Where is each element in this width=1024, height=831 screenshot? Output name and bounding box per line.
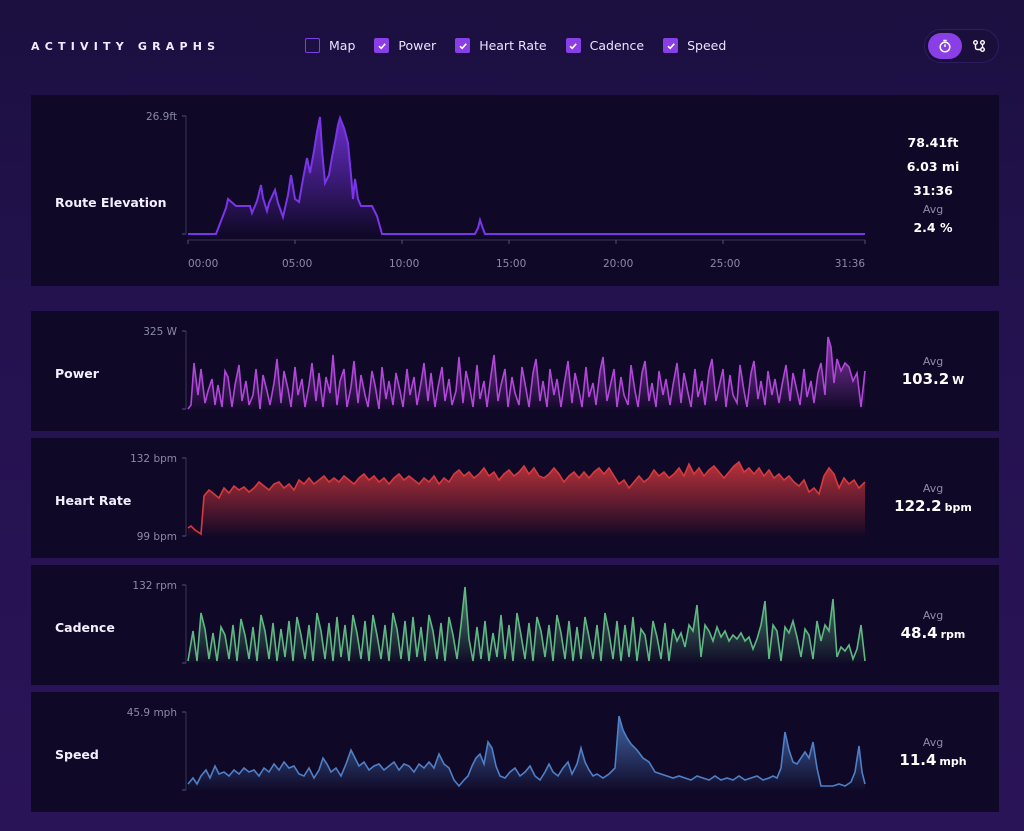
heart-rate-panel: Heart Rate 132 bpm 99 bpm Avg 122.2 bpm [31,438,999,558]
check-icon [378,42,386,49]
distance-value: 6.03 mi [906,159,960,174]
avg-label: Avg [922,482,944,495]
header: ACTIVITY GRAPHS Map Power Heart Rate Cad… [0,0,1024,92]
heart-rate-avg-value: 122.2 [894,497,942,515]
speed-avg: 11.4 mph [867,750,999,772]
x-ticks: 00:00 05:00 10:00 15:00 20:00 25:00 31:3… [187,240,866,270]
cadence-avg-value: 48.4 [900,624,938,642]
elevation-label: Route Elevation [55,195,167,210]
cadence-panel: Cadence 132 rpm Avg 48.4 rpm [31,565,999,685]
check-icon [569,42,577,49]
heart-rate-avg: 122.2 bpm [867,496,999,518]
avg-label: Avg [922,736,944,749]
check-icon [459,42,467,49]
duration-value: 31:36 [913,183,953,198]
avg-label: Avg [922,609,944,622]
speed-avg-unit: mph [939,755,967,768]
speed-checkbox[interactable] [663,38,679,53]
stopwatch-icon [939,39,951,53]
heart-rate-avg-unit: bpm [944,501,972,514]
x-tick-label: 20:00 [603,258,633,270]
power-avg-unit: W [952,374,965,387]
elevation-gain: 78.41ft [907,135,959,150]
distance-mode-button[interactable] [962,33,996,59]
toggle-label: Speed [687,38,727,53]
toggle-label: Cadence [589,38,645,53]
heart-rate-chart: 132 bpm 99 bpm [130,453,866,543]
page-title: ACTIVITY GRAPHS [31,40,221,53]
check-icon [667,42,675,49]
y-min-label: 99 bpm [137,531,177,543]
speed-line [187,715,866,788]
cadence-stats: Avg 48.4 rpm [867,609,999,645]
power-avg: 103.2 W [867,369,999,391]
power-label: Power [55,366,99,381]
elevation-chart: 26.9ft 00:00 05:00 10:00 15:00 20:00 25:… [146,111,866,270]
power-chart: 325 W [143,326,866,410]
x-tick-label: 25:00 [710,258,740,270]
power-stats: Avg 103.2 W [867,355,999,391]
heart-rate-checkbox[interactable] [455,38,471,53]
heart-rate-label: Heart Rate [55,493,132,508]
y-max-label: 325 W [143,326,177,338]
y-max-label: 45.9 mph [127,707,177,719]
avg-label: Avg [922,355,944,368]
cadence-area [188,587,865,663]
avg-grade-value: 2.4 % [913,220,953,235]
speed-label: Speed [55,747,99,762]
view-mode-switch [924,29,999,63]
toggle-cadence[interactable]: Cadence [565,38,645,53]
cadence-avg: 48.4 rpm [867,623,999,645]
cadence-avg-unit: rpm [940,628,966,641]
power-area [188,337,865,409]
cadence-chart: 132 rpm [132,580,866,664]
heart-rate-stats: Avg 122.2 bpm [867,482,999,518]
elevation-line [188,114,865,235]
heart-rate-line [187,460,866,536]
y-max-label: 26.9ft [146,111,177,123]
speed-area [188,716,865,790]
elevation-stats: 78.41ft 6.03 mi 31:36 Avg 2.4 % [867,131,999,240]
map-checkbox[interactable] [305,38,320,53]
avg-label: Avg [922,203,944,216]
speed-stats: Avg 11.4 mph [867,736,999,772]
cadence-line [187,586,866,662]
toggle-heart-rate[interactable]: Heart Rate [455,38,547,53]
cadence-checkbox[interactable] [565,38,581,53]
toggle-power[interactable]: Power [374,38,436,53]
power-line [187,336,866,410]
toggle-speed[interactable]: Speed [663,38,726,53]
toggle-label: Power [398,38,437,53]
route-icon [973,40,985,52]
elevation-area [188,117,865,234]
power-checkbox[interactable] [374,38,390,53]
heart-rate-area [188,462,865,536]
x-tick-label: 31:36 [835,258,866,270]
speed-panel: Speed 45.9 mph Avg 11.4 mph [31,692,999,812]
toggle-map[interactable]: Map [305,38,355,53]
x-tick-label: 05:00 [282,258,312,270]
power-avg-value: 103.2 [901,370,950,388]
toggle-label: Heart Rate [479,38,547,53]
cadence-label: Cadence [55,620,115,635]
speed-chart: 45.9 mph [127,707,866,791]
graph-toggles: Map Power Heart Rate Cadence Speed [305,38,745,53]
x-tick-label: 00:00 [188,258,218,270]
toggle-label: Map [329,38,356,53]
speed-avg-value: 11.4 [899,751,937,769]
x-tick-label: 15:00 [496,258,526,270]
power-panel: Power 325 W Avg 103.2 W [31,311,999,431]
y-max-label: 132 bpm [130,453,177,465]
elevation-panel: Route Elevation 26.9ft 00:00 05:00 10:00… [31,95,999,286]
y-max-label: 132 rpm [132,580,177,592]
time-mode-button[interactable] [928,33,962,59]
x-tick-label: 10:00 [389,258,419,270]
